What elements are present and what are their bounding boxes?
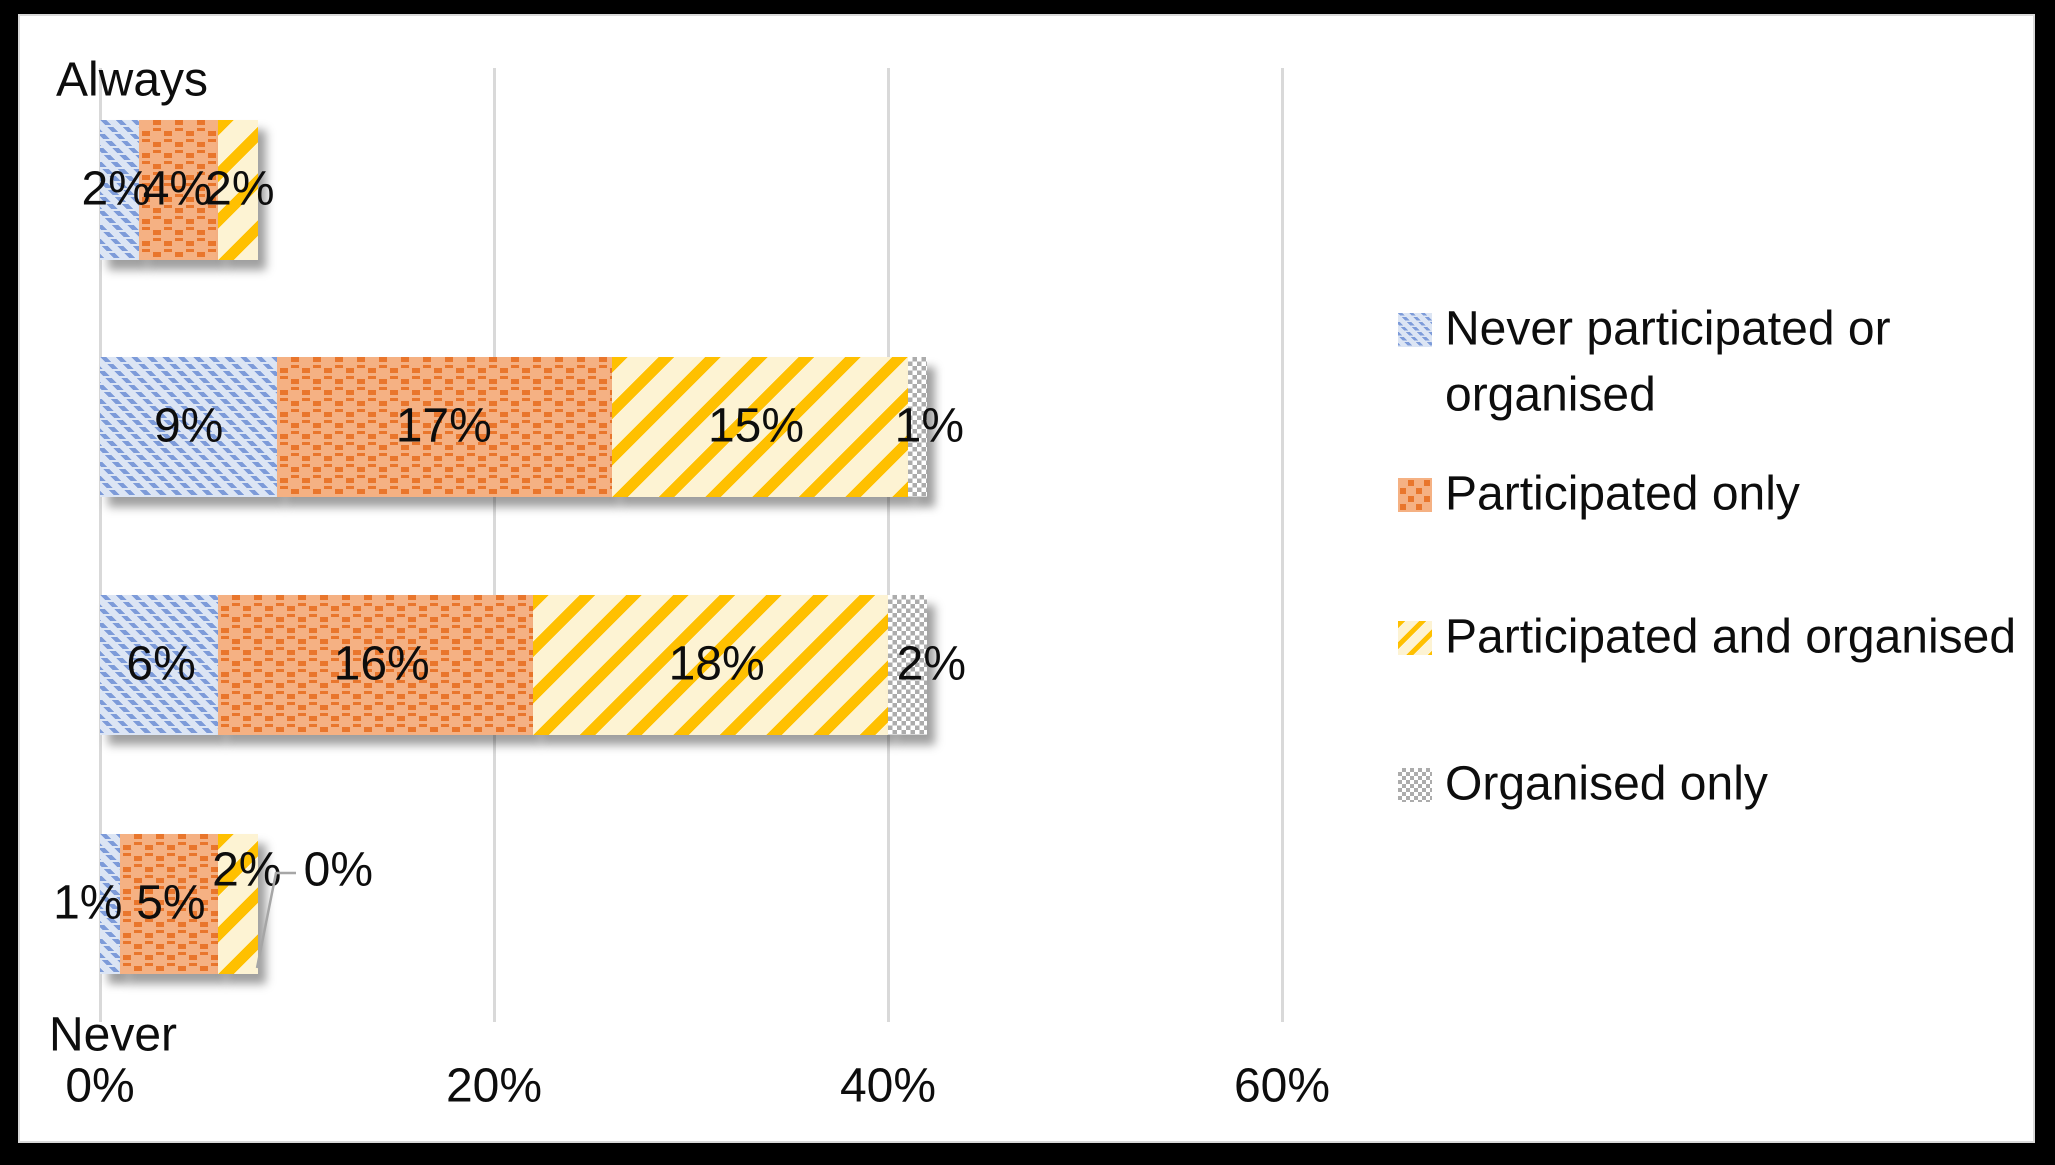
segment-yellow-diagonal-stripe bbox=[218, 120, 258, 260]
data-label: 18% bbox=[668, 637, 765, 691]
x-tick-20%: 20% bbox=[445, 1059, 543, 1113]
bar-row-2 bbox=[100, 595, 928, 735]
data-label: 2% bbox=[896, 637, 967, 691]
legend-label: Participated only bbox=[1445, 467, 1800, 521]
segment-blue-diagonal-dash bbox=[100, 595, 219, 735]
data-label: 15% bbox=[707, 399, 805, 453]
legend-swatch-yellow-diagonal-stripe bbox=[1398, 621, 1432, 655]
legend-swatch-orange-square-dots bbox=[1398, 478, 1432, 512]
data-label: 1% bbox=[53, 876, 123, 930]
segment-orange-square-dots bbox=[139, 120, 219, 260]
leader-line bbox=[255, 871, 296, 969]
segment-blue-diagonal-dash bbox=[100, 120, 140, 260]
segment-orange-square-dots bbox=[119, 834, 219, 974]
legend-swatch-blue-diagonal-dash bbox=[1398, 313, 1432, 347]
segment-yellow-diagonal-stripe bbox=[533, 595, 888, 735]
bar-row-0 bbox=[100, 120, 258, 260]
data-label: 2% bbox=[81, 162, 151, 216]
data-label: 17% bbox=[395, 399, 492, 453]
chart-area: 2% 4% 2% 9% 17% 15% 1% 6% 16% 18% 2% 1% 5% 2% 0% Alway… bbox=[18, 14, 2035, 1143]
gridline-60% bbox=[1280, 68, 1284, 1022]
gridline-40% bbox=[886, 68, 890, 1022]
legend-label: Organised only bbox=[1445, 757, 1768, 811]
legend-swatch-gray-checker bbox=[1398, 768, 1432, 802]
legend-label: organised bbox=[1445, 368, 1656, 422]
data-label: 6% bbox=[126, 637, 196, 691]
segment-yellow-diagonal-stripe bbox=[612, 357, 908, 497]
x-tick-60%: 60% bbox=[1233, 1059, 1331, 1113]
y-axis-label-always: Always bbox=[56, 53, 209, 107]
data-label: 4% bbox=[142, 162, 213, 216]
data-label: 2% bbox=[205, 162, 275, 216]
segment-orange-square-dots bbox=[218, 595, 534, 735]
bar-row-1 bbox=[100, 357, 928, 497]
legend-label: Participated and organised bbox=[1445, 610, 2017, 664]
y-axis-label-never: Never bbox=[49, 1008, 178, 1062]
gridline-20% bbox=[492, 68, 496, 1022]
data-label: 16% bbox=[333, 637, 430, 691]
data-label: 5% bbox=[136, 876, 206, 930]
data-label: 1% bbox=[894, 399, 965, 453]
x-tick-0%: 0% bbox=[65, 1059, 135, 1113]
data-label: 2% bbox=[212, 843, 282, 897]
gridline-0% bbox=[98, 68, 102, 1022]
data-label: 9% bbox=[153, 399, 224, 453]
bar-row-3 bbox=[100, 834, 258, 974]
plot-area: 2% 4% 2% 9% 17% 15% 1% 6% 16% 18% 2% 1% 5% 2% 0% Alway… bbox=[20, 16, 2033, 1141]
legend-label: Never participated or bbox=[1445, 302, 1891, 356]
segment-gray-checker bbox=[887, 595, 928, 735]
segment-gray-checker bbox=[907, 357, 928, 497]
segment-blue-diagonal-dash bbox=[100, 357, 278, 497]
x-tick-40%: 40% bbox=[839, 1059, 937, 1113]
segment-orange-square-dots bbox=[277, 357, 613, 497]
data-label: 0% bbox=[303, 843, 374, 897]
segment-yellow-diagonal-stripe bbox=[218, 834, 258, 974]
segment-blue-diagonal-dash bbox=[100, 834, 120, 974]
